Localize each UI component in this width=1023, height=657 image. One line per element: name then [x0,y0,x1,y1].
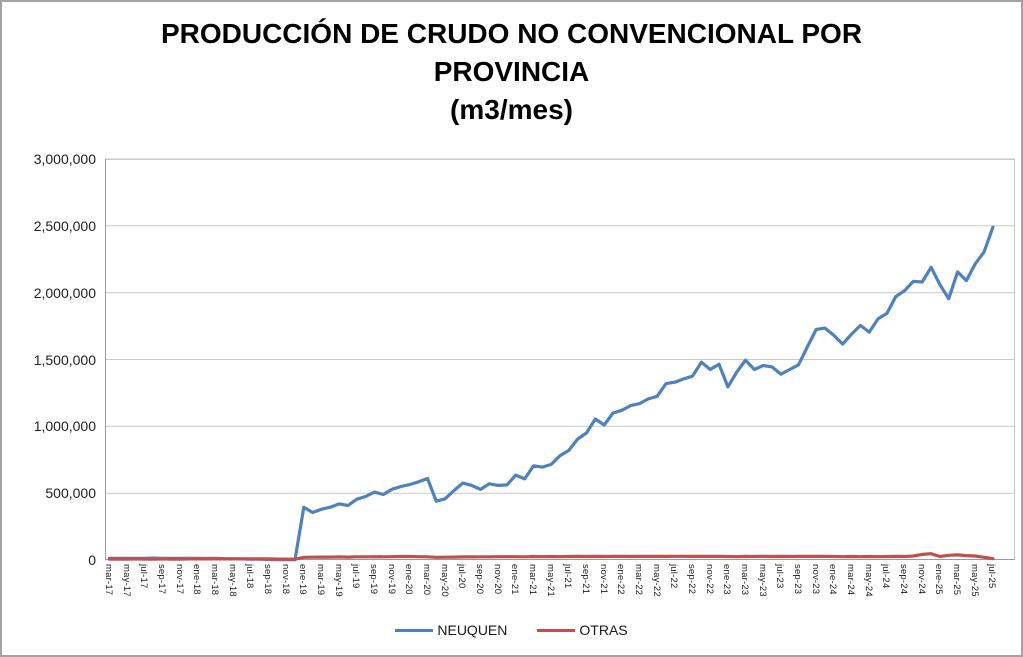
x-tick-label: nov-18 [279,564,291,595]
legend-line-sample-neuquen [395,628,434,632]
chart-title-line-3: (m3/mes) [450,94,573,125]
x-tick-label: sep-24 [898,564,910,595]
x-tick-label: sep-20 [473,564,485,595]
x-tick-label: may-22 [650,564,662,597]
x-tick-label: jul-19 [350,564,362,589]
x-tick-label: may-20 [438,564,450,597]
x-tick-label: jul-23 [774,564,786,589]
x-tick-label: sep-17 [155,564,167,595]
x-tick-label: ene-23 [721,564,733,595]
x-tick-label: nov-22 [703,564,715,595]
x-tick-label: mar-22 [633,564,644,596]
x-tick-label: mar-18 [208,564,220,596]
legend-label-otras: OTRAS [579,622,628,638]
x-tick-label: nov-19 [385,564,397,595]
x-tick-label: mar-25 [951,564,963,596]
chart-title: PRODUCCIÓN DE CRUDO NO CONVENCIONAL POR … [2,15,1021,129]
legend-item-otras: OTRAS [537,622,628,638]
x-tick-label: may-18 [226,564,238,597]
x-tick-label: sep-21 [580,564,591,595]
y-tick-label: 3,000,000 [33,151,96,167]
legend: NEUQUEN OTRAS [2,622,1021,638]
x-tick-label: jul-25 [986,564,998,589]
x-tick-label: may-23 [756,564,768,597]
series-line-neuquen [107,225,995,562]
x-tick-label: sep-18 [261,564,273,595]
x-tick-label: may-25 [968,564,980,597]
y-tick-label: 1,500,000 [33,351,96,368]
x-tick-label: nov-17 [173,564,185,595]
x-tick-label: jul-21 [562,564,574,589]
chart-title-line-2: PROVINCIA [433,56,590,87]
x-tick-label: mar-20 [420,564,432,596]
x-tick-label: may-19 [332,564,344,597]
x-tick-label: mar-19 [314,564,326,596]
x-tick-label: ene-20 [403,564,415,595]
x-tick-label: mar-21 [526,564,538,596]
x-tick-label: nov-21 [597,564,609,595]
x-tick-label: ene-25 [933,564,945,595]
x-tick-label: ene-19 [297,564,309,595]
chart-title-line-1: PRODUCCIÓN DE CRUDO NO CONVENCIONAL POR [160,18,863,49]
legend-line-sample-otras [537,628,576,632]
x-tick-label: nov-20 [491,564,503,595]
x-tick-label: ene-18 [191,564,203,595]
x-tick-label: jul-24 [880,564,892,589]
x-tick-label: jul-17 [138,564,150,589]
x-tick-label: mar-17 [102,564,114,596]
legend-item-neuquen: NEUQUEN [395,622,507,638]
y-tick-label: 0 [88,552,96,568]
y-tick-label: 1,000,000 [33,418,96,435]
x-tick-label: nov-23 [809,564,821,595]
x-tick-label: jul-22 [668,564,680,589]
x-tick-label: mar-23 [739,564,751,596]
x-tick-label: sep-19 [367,564,379,595]
x-tick-label: jul-20 [456,564,468,589]
x-tick-label: mar-24 [845,564,857,596]
x-tick-label: may-21 [544,564,556,597]
x-tick-label: ene-24 [827,564,839,595]
y-tick-label: 2,000,000 [33,284,96,301]
plot-svg [105,158,1015,562]
x-tick-label: jul-18 [244,564,256,589]
legend-label-neuquen: NEUQUEN [437,622,508,638]
x-tick-label: may-17 [120,564,132,597]
series-line-otras [107,552,995,561]
x-tick-label: nov-24 [915,564,927,595]
x-tick-label: may-24 [862,564,874,597]
x-tick-label: sep-22 [686,564,698,595]
x-tick-label: ene-21 [509,564,521,595]
y-tick-label: 2,500,000 [33,217,96,234]
y-tick-label: 500,000 [45,485,96,502]
x-tick-label: ene-22 [615,564,627,595]
x-tick-label: sep-23 [792,564,804,595]
